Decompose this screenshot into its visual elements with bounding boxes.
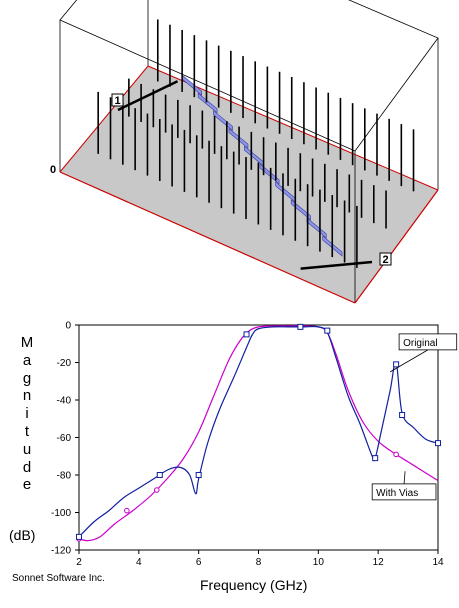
ground-edge <box>59 65 149 173</box>
x-axis-label: Frequency (GHz) <box>200 577 308 593</box>
x-tick-label: 8 <box>256 557 262 568</box>
y-axis-label-letter: e <box>22 476 32 494</box>
x-tick-label: 10 <box>313 557 325 568</box>
y-tick-label: -20 <box>57 358 72 369</box>
feed-line-2 <box>300 260 373 270</box>
conductor-strip <box>259 163 280 185</box>
marker-with-vias <box>399 412 406 418</box>
y-axis-unit: (dB) <box>9 527 36 543</box>
y-axis-label-letter: M <box>20 334 34 351</box>
x-tick-label: 14 <box>432 557 444 568</box>
annotation-box-original <box>398 333 458 351</box>
marker-original <box>393 451 399 458</box>
marker-original <box>153 487 160 493</box>
y-tick-label: 0 <box>65 321 71 332</box>
y-tick-label: -100 <box>51 508 71 519</box>
series-line-original <box>79 325 438 542</box>
port-2-label: 2 <box>382 254 388 266</box>
ground-edge <box>59 171 356 304</box>
feed-line-1 <box>117 80 179 112</box>
y-tick-label: -80 <box>57 471 72 482</box>
ground-edge <box>354 189 439 304</box>
conductor-strip <box>197 92 218 114</box>
x-tick-label: 6 <box>196 557 202 568</box>
y-tick-label: -40 <box>57 396 72 407</box>
y-tick-label: -60 <box>57 433 72 444</box>
marker-with-vias <box>76 533 82 540</box>
circuit-3d-view: 1 2 0 <box>50 0 439 304</box>
plot-area <box>78 324 439 551</box>
marker-with-vias <box>243 331 250 338</box>
conductor-strip <box>213 110 233 132</box>
zero-label: 0 <box>50 164 56 176</box>
port-box <box>111 93 124 107</box>
annotation-label-with-vias: With Vias <box>376 488 418 499</box>
marker-original <box>124 507 130 514</box>
magnitude-chart: 2 4 6 8 10 12 14 0 -20 -40 -60 -80 -100 -120 Original W… <box>51 321 458 568</box>
marker-with-vias <box>156 472 163 478</box>
credit-text: Sonnet Software Inc. <box>12 573 105 584</box>
x-tick-label: 4 <box>136 557 142 568</box>
y-axis-label-letter: i <box>25 405 29 423</box>
substrate-floor <box>60 66 438 303</box>
annotation-leader-original <box>389 349 429 373</box>
marker-with-vias <box>297 323 304 330</box>
y-axis-label-letter: d <box>22 458 32 476</box>
port-box <box>379 252 392 266</box>
annotation-box-with-vias <box>371 483 437 501</box>
port-1-label: 1 <box>114 95 120 107</box>
x-tick-label: 2 <box>76 557 82 568</box>
y-axis-label-letter: u <box>22 440 32 458</box>
y-axis-label-letter: g <box>22 369 32 387</box>
y-tick-label: -120 <box>51 546 71 557</box>
marker-with-vias <box>324 327 331 334</box>
y-axis-label-letter: a <box>22 351 32 369</box>
marker-with-vias <box>393 361 400 368</box>
y-axis-label-letter: t <box>24 423 30 440</box>
marker-with-vias <box>195 472 202 478</box>
x-tick-label: 12 <box>373 557 385 568</box>
y-axis-label-letter: n <box>22 387 32 405</box>
annotation-label-original: Original <box>403 338 437 349</box>
marker-with-vias <box>435 440 441 447</box>
annotation-leader-with-vias <box>403 471 406 484</box>
marker-with-vias <box>372 455 379 462</box>
